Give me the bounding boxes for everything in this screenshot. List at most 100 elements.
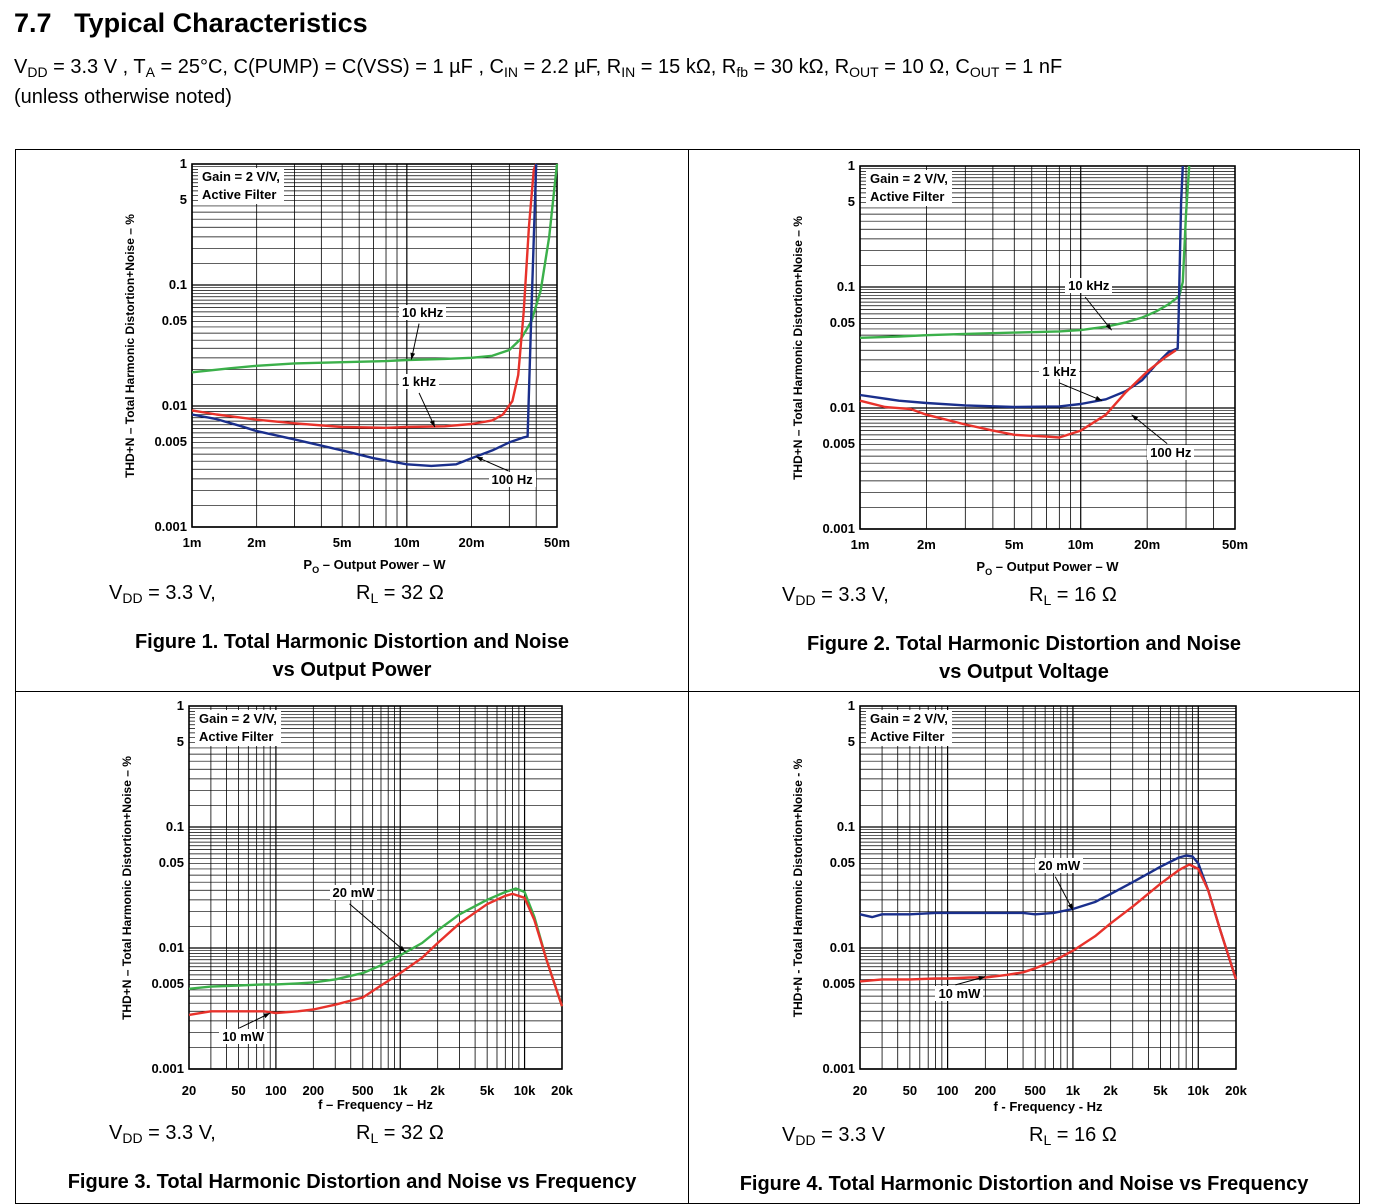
figure-3-panel: 1 5 0.1 0.05 0.01 0.005 0.001 20 50 100 200 500 1k 2k… [15, 691, 689, 1204]
y-tick-label: 1 [847, 698, 855, 713]
x-tick-label: 20m [1134, 537, 1161, 552]
x-tick-label: 200 [974, 1083, 997, 1098]
x-tick-label: 1k [1065, 1083, 1081, 1098]
figure-caption: Figure 4. Total Harmonic Distortion and … [739, 1173, 1309, 1195]
x-tick-label: 5m [1004, 537, 1024, 552]
y-axis-title: THD+N – Total Harmonic Distortion+Noise … [791, 215, 805, 480]
rl-label: RL = 16 Ω [1029, 584, 1117, 608]
plot-frame [188, 705, 563, 1070]
x-tick-label: 20 [852, 1083, 868, 1098]
series-10-mw [859, 863, 1238, 983]
y-axis-title: THD+N – Total Harmonic Distortion+Noise … [123, 213, 137, 478]
y-tick-label: 0.005 [151, 976, 184, 992]
annotation-arrowhead [1067, 903, 1073, 911]
annotation-arrowhead [1131, 414, 1139, 421]
y-tick-label: 0.05 [829, 855, 855, 871]
x-axis-title: PO – Output Power – W [976, 559, 1119, 577]
vdd-label: VDD = 3.3 V [782, 1124, 886, 1148]
vdd-label: VDD = 3.3 V, [109, 1122, 216, 1146]
plot-frame [859, 165, 1236, 530]
x-tick-label: 10m [393, 535, 420, 550]
rl-label: RL = 32 Ω [356, 582, 444, 606]
series-10-khz [859, 165, 1191, 339]
x-tick-label: 200 [302, 1083, 325, 1098]
y-tick-label: 0.005 [822, 436, 855, 452]
gain-note: Gain = 2 V/V, Active Filter [198, 168, 284, 204]
x-tick-label: 5m [332, 535, 352, 550]
y-tick-label: 0.1 [836, 819, 855, 834]
x-tick-label: 50m [1221, 537, 1249, 552]
y-tick-label: 5 [847, 194, 855, 210]
y-tick-label: 0.01 [158, 940, 184, 955]
y-tick-label: 0.01 [829, 400, 855, 415]
x-axis-title: PO – Output Power – W [303, 557, 446, 575]
x-tick-label: 5k [1153, 1083, 1168, 1098]
y-tick-label: 0.01 [829, 940, 855, 955]
y-tick-label: 5 [847, 734, 855, 750]
x-tick-label: 10k [513, 1083, 536, 1098]
x-tick-label: 100 [265, 1083, 287, 1098]
x-tick-label: 500 [1024, 1083, 1047, 1098]
vdd-label: VDD = 3.3 V, [109, 582, 216, 606]
annotation-arrowhead [476, 456, 484, 462]
annotation-arrowhead [1095, 395, 1103, 401]
plot-frame [859, 705, 1237, 1070]
series-1-khz [859, 165, 1184, 409]
annotation-arrow [1059, 382, 1103, 402]
x-tick-label: 50m [543, 535, 571, 550]
rl-label: RL = 16 Ω [1029, 1124, 1117, 1148]
series-20-mw [859, 854, 1238, 980]
series-1-khz [191, 163, 538, 429]
x-tick-label: 2m [247, 535, 267, 550]
series-10-mw [188, 892, 564, 1017]
annotation-label: 100 Hz [488, 471, 536, 487]
y-tick-label: 1 [176, 698, 184, 713]
annotation-label: 1 kHz [1039, 363, 1080, 379]
series-10-khz [191, 163, 559, 374]
y-tick-label: 0.001 [822, 1061, 855, 1076]
figure-caption: Figure 1. Total Harmonic Distortion and … [134, 631, 570, 681]
annotation-label: 20 mW [1035, 857, 1084, 873]
x-tick-label: 50 [902, 1083, 918, 1098]
y-tick-label: 1 [847, 158, 855, 173]
x-tick-label: 1m [850, 537, 870, 552]
annotation-arrow [1084, 296, 1112, 331]
rl-label: RL = 32 Ω [356, 1122, 444, 1146]
plot-area [192, 164, 557, 527]
y-tick-label: 0.05 [161, 313, 187, 329]
y-tick-label: 0.01 [161, 398, 187, 413]
x-tick-label: 50 [231, 1083, 246, 1098]
x-axis-title: f – Frequency – Hz [318, 1097, 433, 1112]
chart-2-svg [859, 165, 1236, 530]
plot-area [860, 166, 1235, 529]
plot-frame [191, 163, 558, 528]
gain-note: Gain = 2 V/V, Active Filter [866, 170, 952, 206]
y-tick-label: 0.005 [154, 434, 187, 450]
x-tick-label: 2m [917, 537, 936, 552]
annotation-label: 20 mW [329, 884, 378, 900]
plot-area [860, 706, 1236, 1069]
x-tick-label: 20m [458, 535, 485, 550]
figure-1-panel: 1 5 0.1 0.05 0.01 0.005 0.001 1m 2m 5m 10m 20m 50m PO… [15, 149, 689, 692]
x-tick-label: 1k [393, 1083, 408, 1098]
x-tick-label: 500 [351, 1083, 374, 1098]
x-tick-label: 2k [1103, 1083, 1118, 1098]
figure-4-panel: 1 5 0.1 0.05 0.01 0.005 0.001 20 50 100 200 500 1k 2k… [688, 691, 1360, 1204]
y-tick-label: 0.1 [836, 279, 855, 294]
test-conditions-line1: VDD = 3.3 V , TA = 25°C, C(PUMP) = C(VSS… [14, 56, 1063, 80]
annotation-arrowhead [978, 976, 986, 981]
annotation-arrow [1131, 414, 1168, 444]
y-tick-label: 5 [176, 734, 184, 750]
chart-1-svg [191, 163, 559, 528]
annotation-label: 1 kHz [399, 373, 440, 389]
y-axis-title: THD+N - Total Harmonic Distortion+Noise … [791, 758, 805, 1017]
y-tick-label: 0.005 [822, 976, 855, 992]
annotation-arrowhead [429, 420, 435, 428]
annotation-arrowhead [1105, 323, 1112, 331]
y-tick-label: 0.1 [165, 819, 184, 834]
gain-note: Gain = 2 V/V, Active Filter [195, 710, 281, 746]
annotation-arrowhead [410, 352, 416, 360]
y-tick-label: 0.05 [829, 315, 855, 331]
x-tick-label: 10k [1187, 1083, 1210, 1098]
series-20-mw [188, 887, 564, 1007]
